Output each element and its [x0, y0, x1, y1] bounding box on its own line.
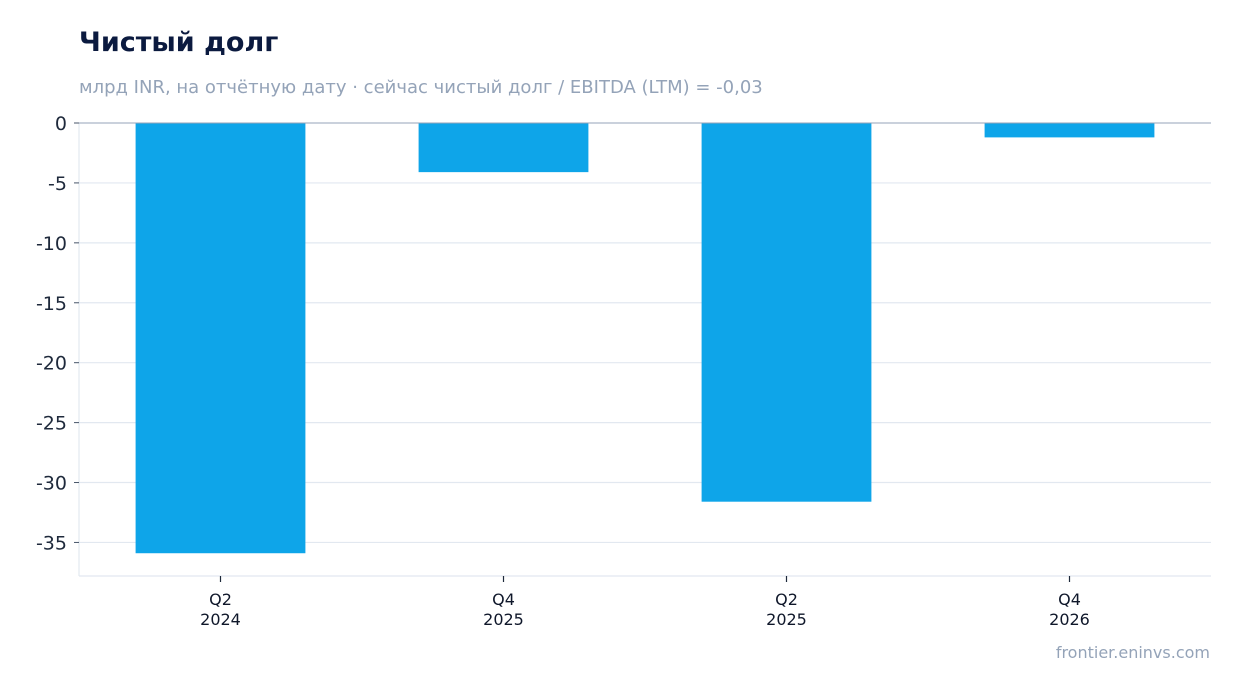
chart-title: Чистый долг: [79, 27, 279, 58]
bar: [984, 123, 1155, 138]
x-tick-label: 2026: [1049, 610, 1090, 629]
y-tick-label: -30: [36, 473, 67, 495]
bar: [701, 123, 872, 502]
chart-subtitle: млрд INR, на отчётную дату · сейчас чист…: [79, 77, 763, 98]
y-axis-ticks: 0 -5 -10 -15 -20 -25 -30 -35: [36, 113, 79, 554]
y-tick-label: -20: [36, 353, 67, 375]
y-tick-label: -5: [48, 173, 67, 195]
y-tick-label: -10: [36, 233, 67, 255]
y-tick-label: -25: [36, 413, 67, 435]
y-tick-label: -15: [36, 293, 67, 315]
bars: [135, 123, 1155, 554]
x-tick-label: Q2: [209, 590, 232, 609]
x-tick-label: Q4: [1058, 590, 1081, 609]
x-tick-label: Q2: [775, 590, 798, 609]
x-tick-label: 2025: [483, 610, 524, 629]
bar: [135, 123, 306, 554]
axes: [78, 122, 1211, 577]
y-tick-label: 0: [55, 113, 67, 135]
x-tick-label: 2025: [766, 610, 807, 629]
y-tick-label: -35: [36, 532, 67, 554]
bar: [418, 123, 589, 173]
x-tick-label: Q4: [492, 590, 515, 609]
source-label: frontier.eninvs.com: [1055, 643, 1210, 662]
x-tick-label: 2024: [200, 610, 241, 629]
